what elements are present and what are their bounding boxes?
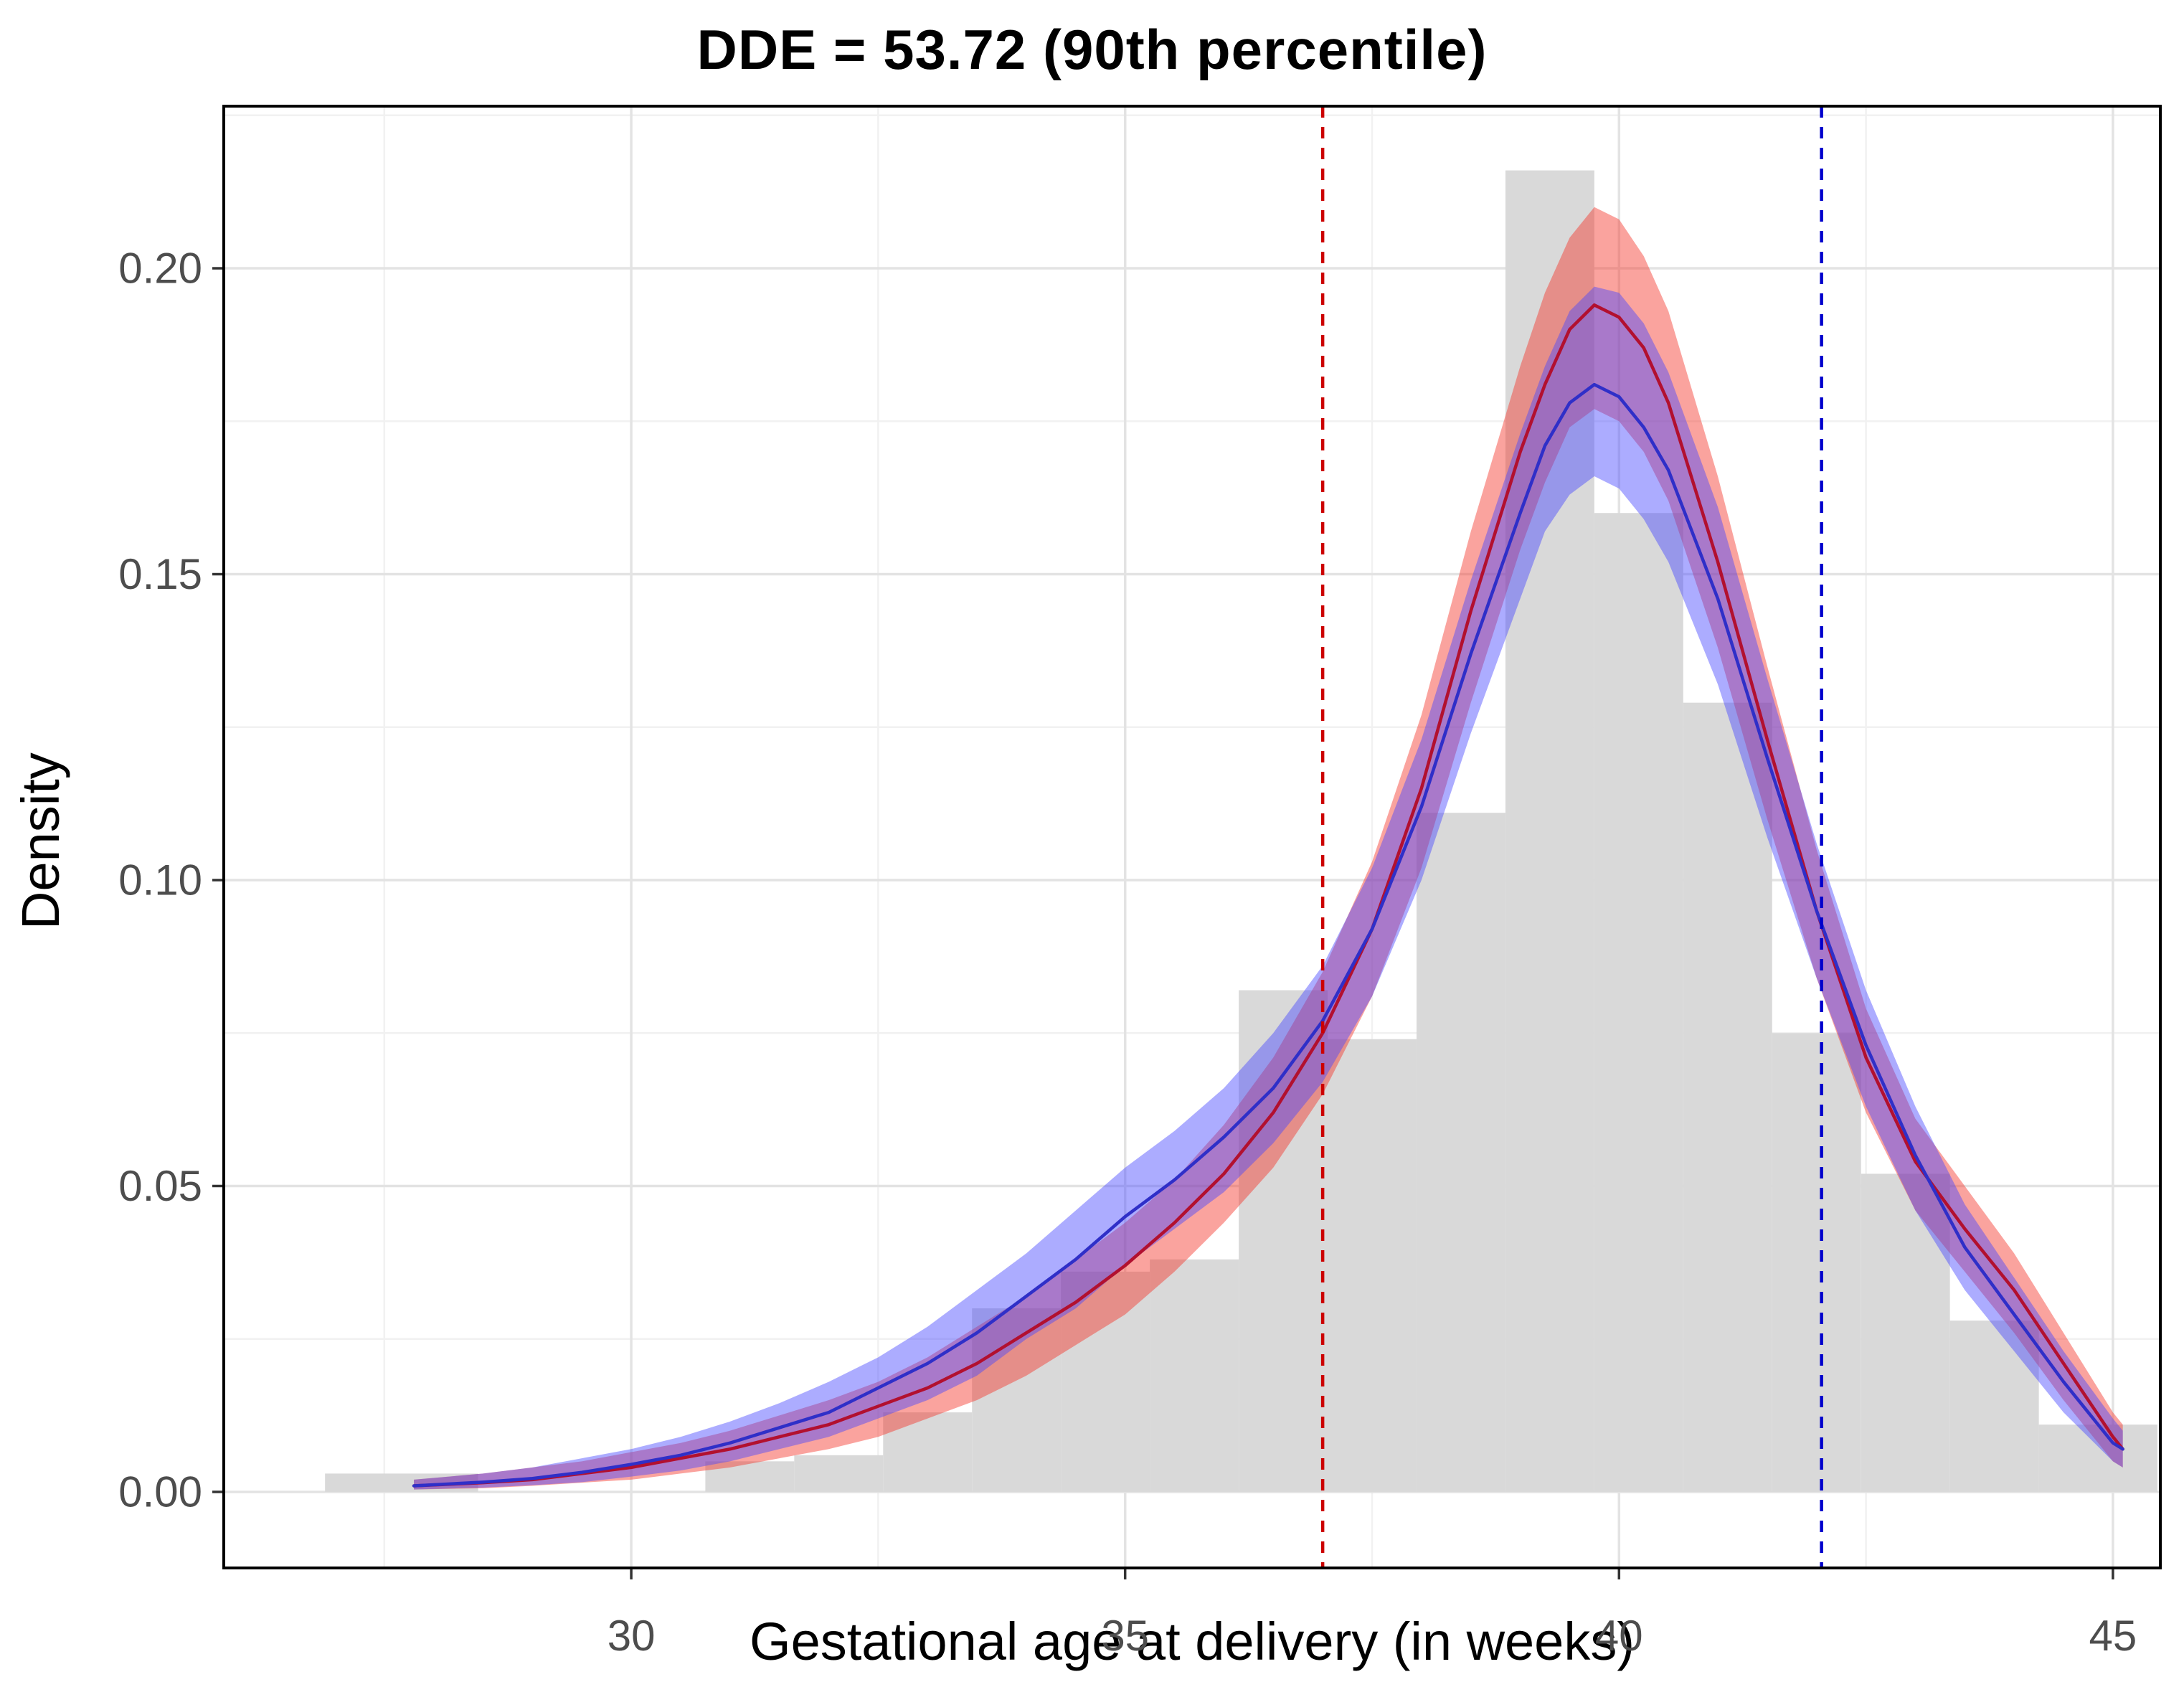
chart-title: DDE = 53.72 (90th percentile) bbox=[696, 18, 1488, 81]
histogram-bar bbox=[1772, 1033, 1861, 1492]
y-tick-label: 0.15 bbox=[118, 550, 202, 598]
histogram-bar bbox=[794, 1455, 884, 1492]
blue-density-band bbox=[414, 286, 2123, 1490]
y-tick-label: 0.00 bbox=[118, 1468, 202, 1516]
histogram-bar bbox=[1861, 1173, 1950, 1492]
histogram-bar bbox=[1061, 1271, 1150, 1492]
histogram-bar bbox=[883, 1412, 973, 1492]
histogram-bar bbox=[1150, 1259, 1239, 1492]
y-tick-label: 0.05 bbox=[118, 1162, 202, 1210]
x-tick-label: 45 bbox=[2089, 1612, 2137, 1660]
red-density-band bbox=[414, 207, 2123, 1490]
histogram-bar bbox=[2038, 1424, 2157, 1492]
histogram-bar bbox=[1594, 513, 1683, 1492]
histogram-bar bbox=[705, 1461, 795, 1492]
histogram-bar bbox=[1416, 813, 1505, 1492]
histogram-bar bbox=[1328, 1039, 1417, 1492]
x-tick-label: 35 bbox=[1101, 1612, 1149, 1660]
x-axis-title: Gestational age at delivery (in weeks) bbox=[750, 1612, 1635, 1671]
y-tick-label: 0.20 bbox=[118, 245, 202, 293]
x-tick-label: 40 bbox=[1595, 1612, 1643, 1660]
histogram-bar bbox=[1505, 170, 1594, 1492]
x-tick-label: 30 bbox=[608, 1612, 656, 1660]
histogram-bar bbox=[1683, 702, 1772, 1492]
panel-border bbox=[222, 105, 2162, 1569]
histogram-bar bbox=[1949, 1320, 2039, 1492]
y-tick-label: 0.10 bbox=[118, 856, 202, 904]
blue-density-mean-line bbox=[412, 382, 2124, 1488]
